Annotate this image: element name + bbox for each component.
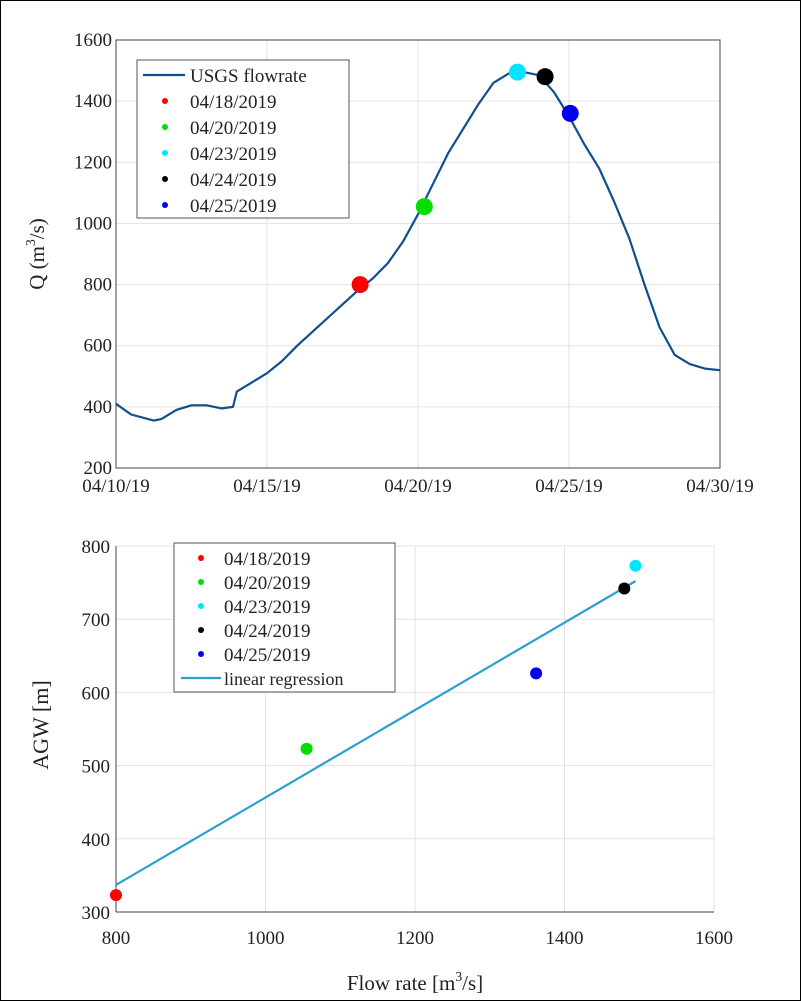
axes-box-top	[115, 39, 721, 469]
legend-marker	[162, 150, 168, 156]
x-tick-label: 1200	[396, 928, 434, 949]
legend-marker	[198, 651, 204, 657]
data-point	[561, 104, 579, 122]
legend-label: 04/20/2019	[224, 573, 311, 594]
y-tick-label: 300	[82, 903, 111, 924]
x-tick-label: 04/10/19	[82, 476, 150, 497]
x-tick-label: 04/20/19	[384, 476, 452, 497]
data-point	[351, 276, 369, 294]
data-point	[508, 63, 526, 81]
y-tick-label: 200	[84, 458, 113, 479]
legend-label: 04/20/2019	[190, 118, 277, 139]
data-point	[536, 68, 554, 86]
legend-label: 04/23/2019	[190, 144, 277, 165]
x-tick-label: 1600	[695, 928, 733, 949]
data-point	[110, 889, 122, 902]
data-point	[300, 742, 313, 755]
y-tick-label: 1200	[74, 152, 112, 173]
legend-top	[136, 59, 350, 219]
data-point	[618, 582, 631, 595]
y-tick-label: 400	[84, 397, 113, 418]
legend-marker	[198, 555, 204, 561]
y-tick-label: 1000	[74, 213, 112, 234]
y-tick-label: 800	[82, 537, 111, 558]
y-tick-label: 700	[82, 610, 111, 631]
legend-marker	[162, 176, 168, 182]
x-tick-label: 04/25/19	[535, 476, 603, 497]
legend-label: 04/24/2019	[224, 621, 311, 642]
y-tick-label: 1400	[74, 91, 112, 112]
y-tick-label: 600	[82, 683, 111, 704]
y-axis-label: Q (m3/s)	[23, 218, 49, 290]
legend-label: 04/25/2019	[190, 196, 277, 217]
x-tick-label: 04/15/19	[233, 476, 301, 497]
x-tick-label: 04/30/19	[686, 476, 754, 497]
y-tick-label: 800	[84, 275, 113, 296]
y-tick-label: 1600	[74, 30, 112, 51]
legend-label: 04/25/2019	[224, 645, 311, 666]
regression-line	[115, 580, 637, 886]
y-tick-label: 400	[82, 830, 111, 851]
x-tick-label: 1400	[546, 928, 584, 949]
y-axis-label: AGW [m]	[28, 680, 53, 769]
legend-bottom	[173, 542, 396, 693]
data-point	[629, 559, 642, 572]
legend-marker	[198, 603, 204, 609]
legend-label: USGS flowrate	[190, 66, 307, 87]
legend-label: 04/23/2019	[224, 597, 311, 618]
legend-label: 04/18/2019	[190, 92, 277, 113]
legend-marker	[162, 202, 168, 208]
y-tick-label: 600	[84, 336, 113, 357]
legend-marker	[198, 579, 204, 585]
x-axis-label: Flow rate [m3/s]	[347, 969, 483, 995]
legend-label: linear regression	[224, 669, 343, 689]
legend-label: 04/18/2019	[224, 549, 311, 570]
y-tick-label: 500	[82, 757, 111, 778]
data-point	[415, 198, 433, 216]
legend-label: 04/24/2019	[190, 170, 277, 191]
legend-marker	[198, 627, 204, 633]
legend-marker	[162, 124, 168, 130]
legend-marker	[162, 98, 168, 104]
x-tick-label: 800	[102, 928, 131, 949]
x-tick-label: 1000	[247, 928, 285, 949]
data-point	[530, 667, 543, 680]
